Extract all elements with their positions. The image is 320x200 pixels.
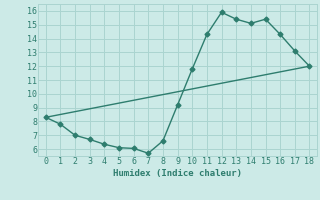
X-axis label: Humidex (Indice chaleur): Humidex (Indice chaleur) [113, 169, 242, 178]
